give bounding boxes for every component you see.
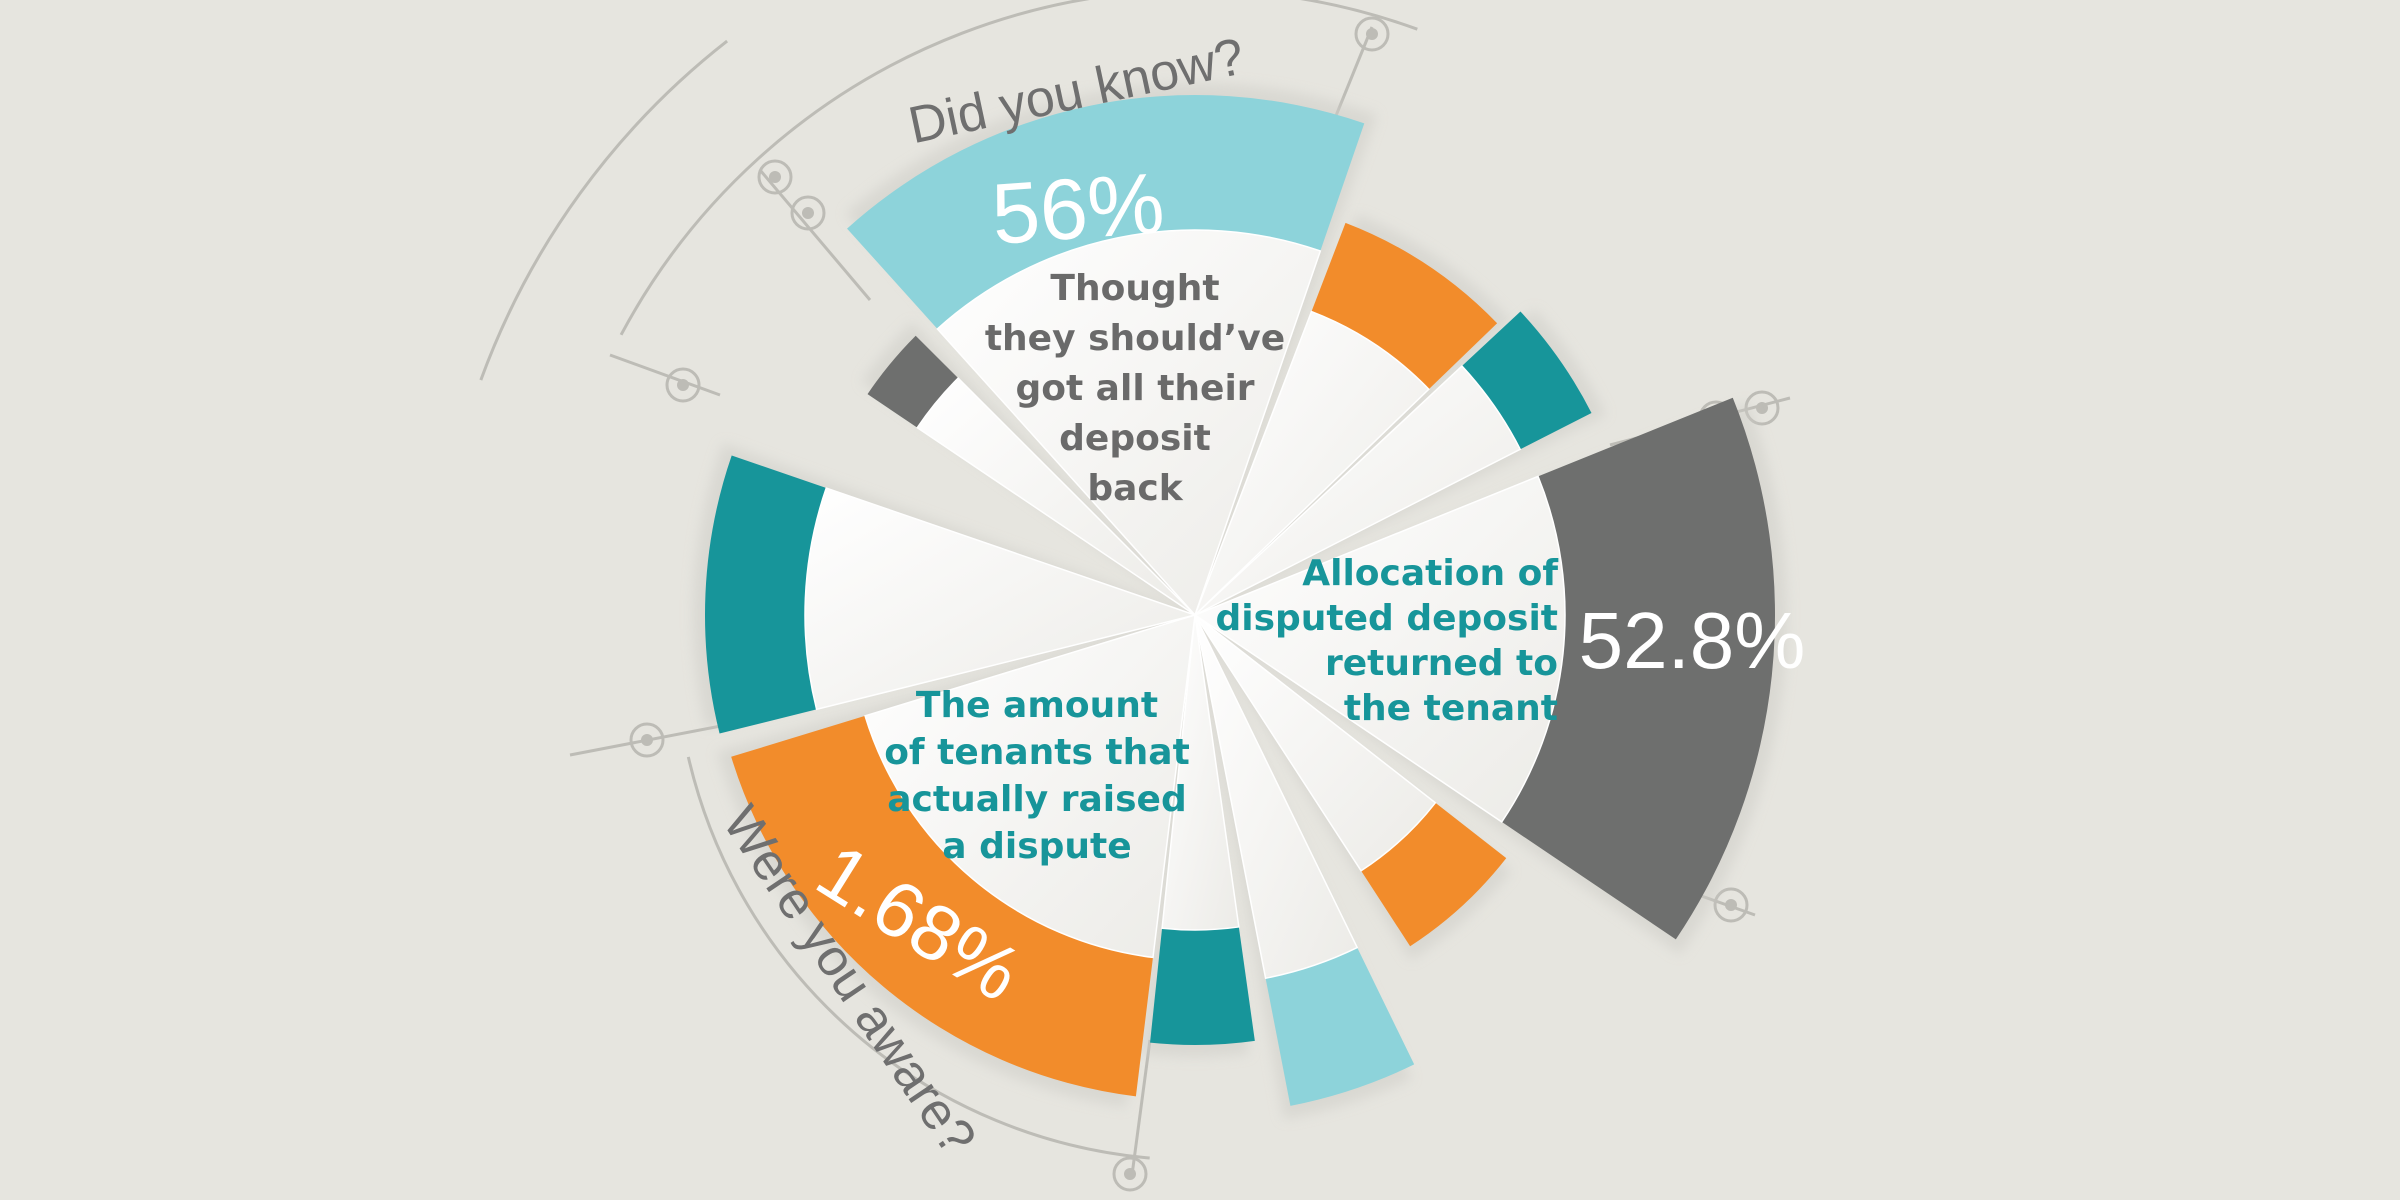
highlight-label-line: returned to [1325,643,1558,684]
segment-band [705,455,829,734]
segment-band [731,715,1154,1097]
guide-marker-dot [1124,1168,1136,1180]
highlight-label-line: the tenant [1344,688,1558,729]
segment-wedge [1194,365,1522,616]
segment-band [867,335,960,429]
segment-band [1150,924,1255,1045]
segment-wedge [1194,614,1359,980]
segment-band [1265,945,1415,1106]
guide-marker [1713,887,1749,923]
highlight-label-line: back [1087,468,1183,509]
guide-line [1130,1039,1152,1176]
guide-marker [665,367,701,403]
highlight-label-thought: Thought they should’ve got all their deposi… [985,268,1285,509]
segment-wedges [804,229,1566,980]
guide-arc-top [619,0,1418,336]
highlight-label-amount: The amount of tenants that actually raised… [884,685,1190,867]
segment-wedge [804,487,1198,711]
guide-marker-dot [1756,402,1768,414]
segment-band [1500,397,1775,940]
segment-wedge [1194,310,1430,616]
highlight-label-line: Thought [1050,268,1219,309]
guide-arc-bottom [686,756,1150,1160]
guide-marker-dot [677,379,689,391]
guide-marker-dot [802,207,814,219]
highlight-label-line: they should’ve [985,318,1285,359]
guide-marker-dot [769,171,781,183]
segment-wedge [864,613,1196,959]
guide-marker [629,722,665,758]
highlight-label-line: The amount [916,685,1158,726]
segment-wedge [1194,614,1437,872]
segment-band [1460,311,1592,451]
segment-band [1310,222,1498,391]
segment-wedge [1161,614,1240,931]
highlight-label-line: Allocation of [1302,553,1558,594]
highlight-label-line: got all their [1015,368,1254,409]
segment-band [847,94,1365,331]
guide-marker [757,159,793,195]
highlight-label-line: a dispute [942,826,1131,867]
highlight-label-line: disputed deposit [1215,598,1558,639]
segment-wedge [916,377,1196,616]
highlight-label-line: of tenants that [884,732,1190,773]
highlight-value-56: 56% [989,155,1167,263]
decorative-guides [479,0,1791,1192]
highlight-value-52-8: 52.8% [1579,596,1806,685]
guide-line [609,353,721,397]
guide-marker-dot [1725,899,1737,911]
segment-band [1360,801,1507,947]
guide-marker [790,195,826,231]
guide-marker-dot [641,734,653,746]
segment-wedge [1193,475,1566,823]
highlight-label-line: deposit [1059,418,1211,459]
guide-arc-top-outer [479,39,729,381]
segment-wedge [936,229,1322,617]
segment-bands [705,94,1775,1106]
guide-marker [1354,16,1390,52]
guide-marker [1112,1156,1148,1192]
guide-marker-dot [1366,28,1378,40]
highlight-label-line: actually raised [887,779,1186,820]
